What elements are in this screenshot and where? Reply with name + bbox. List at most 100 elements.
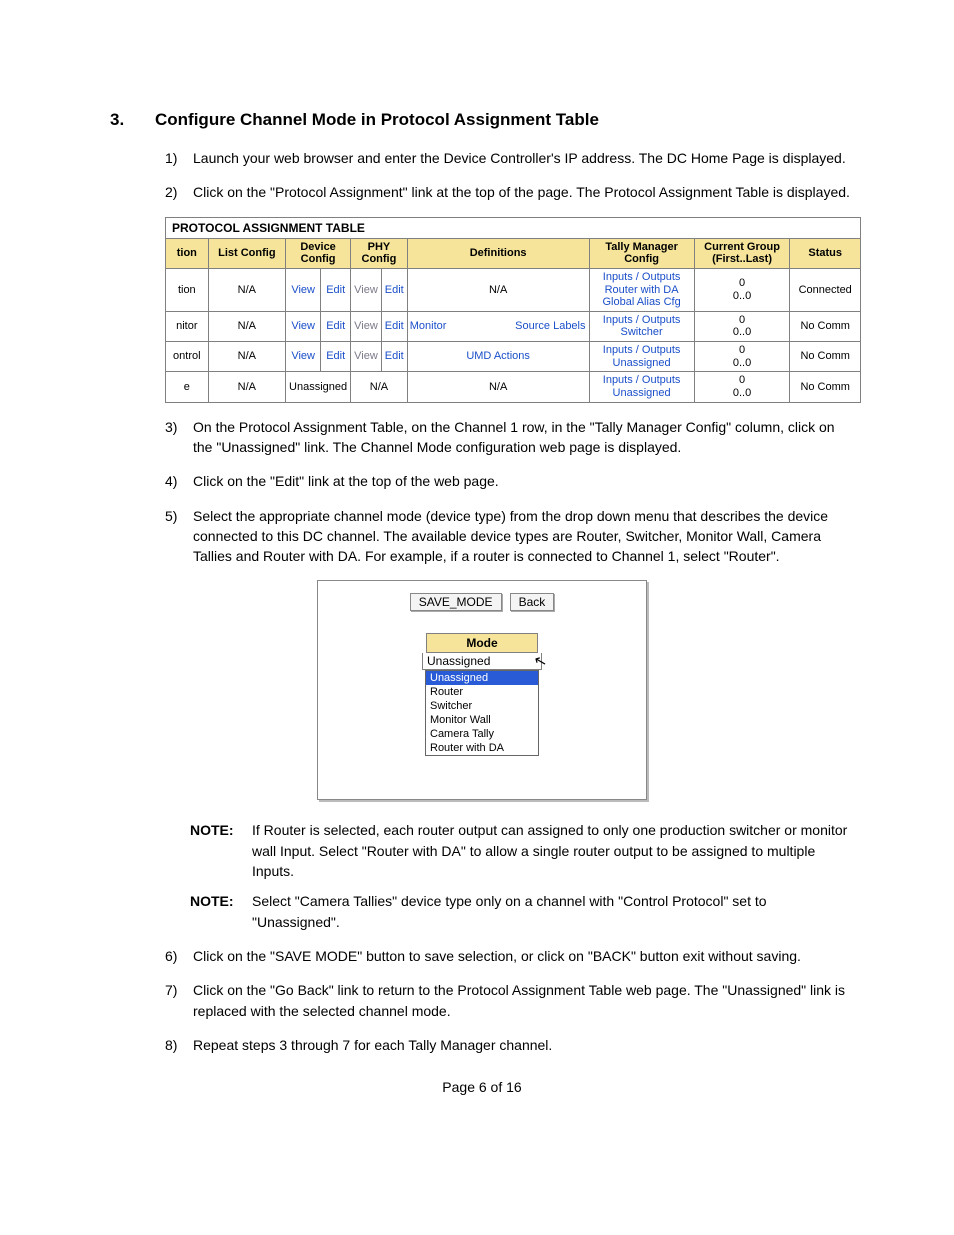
note: NOTE: If Router is selected, each router…	[190, 820, 854, 881]
pat-status-cell: No Comm	[790, 372, 861, 402]
step-4: 4)Click on the "Edit" link at the top of…	[165, 471, 854, 491]
pat-status-cell: Connected	[790, 268, 861, 311]
mode-option[interactable]: Unassigned	[426, 671, 538, 685]
mode-dropdown-list[interactable]: Unassigned Router Switcher Monitor Wall …	[425, 670, 539, 756]
step-6: 6)Click on the "SAVE MODE" button to sav…	[165, 946, 854, 966]
def-link[interactable]: Monitor	[410, 320, 447, 332]
pat-h-list: List Config	[208, 238, 285, 268]
save-mode-button[interactable]: SAVE_MODE	[410, 593, 502, 611]
tally-link[interactable]: Global Alias Cfg	[593, 296, 691, 309]
step-1: 1)Launch your web browser and enter the …	[165, 148, 854, 168]
pat-tally-cell: Inputs / Outputs Router with DA Global A…	[589, 268, 694, 311]
steps-list-cont: 3)On the Protocol Assignment Table, on t…	[165, 417, 854, 567]
pat-view-link[interactable]: View	[351, 311, 382, 341]
mode-config-screenshot: SAVE_MODE Back Mode Unassigned ↖ Unassig…	[317, 580, 647, 800]
note-text: If Router is selected, each router outpu…	[252, 820, 854, 881]
note-label: NOTE:	[190, 820, 252, 881]
steps-list: 1)Launch your web browser and enter the …	[165, 148, 854, 203]
step-8: 8)Repeat steps 3 through 7 for each Tall…	[165, 1035, 854, 1055]
pat-edit-link[interactable]: Edit	[381, 268, 407, 311]
pat-h-tally: Tally Manager Config	[589, 238, 694, 268]
note-label: NOTE:	[190, 891, 252, 932]
pat-h-phy: PHY Config	[351, 238, 408, 268]
tally-link[interactable]: Inputs / Outputs	[593, 314, 691, 327]
document-page: 3.Configure Channel Mode in Protocol Ass…	[0, 0, 954, 1135]
pat-status-cell: No Comm	[790, 311, 861, 341]
page-number: Page 6 of 16	[110, 1079, 854, 1095]
mode-select[interactable]: Unassigned ↖	[422, 653, 542, 670]
protocol-assignment-table-screenshot: PROTOCOL ASSIGNMENT TABLE tion List Conf…	[165, 217, 861, 403]
pat-h-group: Current Group (First..Last)	[694, 238, 790, 268]
step-2: 2)Click on the "Protocol Assignment" lin…	[165, 182, 854, 202]
pat-tally-cell: Inputs / Outputs Unassigned	[589, 372, 694, 402]
mode-option[interactable]: Router	[426, 685, 538, 699]
pat-view-link[interactable]: View	[351, 268, 382, 311]
pat-cell: N/A	[208, 268, 285, 311]
pat-tally-cell: Inputs / Outputs Unassigned	[589, 342, 694, 372]
back-button[interactable]: Back	[510, 593, 555, 611]
pat-h-def: Definitions	[407, 238, 589, 268]
step-5: 5)Select the appropriate channel mode (d…	[165, 506, 854, 567]
tally-link[interactable]: Unassigned	[593, 357, 691, 370]
pat-view-link[interactable]: View	[286, 342, 321, 372]
mode-option[interactable]: Monitor Wall	[426, 713, 538, 727]
pat-def-cell: Monitor Source Labels	[407, 311, 589, 341]
pat-h-status: Status	[790, 238, 861, 268]
pat-row: e N/A Unassigned N/A N/A Inputs / Output…	[166, 372, 861, 402]
pat-group-cell: 00..0	[694, 372, 790, 402]
pat-cell: N/A	[208, 342, 285, 372]
pat-cell: e	[166, 372, 209, 402]
pat-edit-link[interactable]: Edit	[381, 311, 407, 341]
pat-edit-link[interactable]: Edit	[321, 342, 351, 372]
pat-view-link[interactable]: View	[286, 311, 321, 341]
note: NOTE: Select "Camera Tallies" device typ…	[190, 891, 854, 932]
tally-link[interactable]: Inputs / Outputs	[593, 271, 691, 284]
pat-edit-link[interactable]: Edit	[321, 268, 351, 311]
notes-block: NOTE: If Router is selected, each router…	[190, 820, 854, 931]
pat-cell: ontrol	[166, 342, 209, 372]
pat-def-cell[interactable]: UMD Actions	[407, 342, 589, 372]
heading-number: 3.	[110, 110, 155, 130]
section-heading: 3.Configure Channel Mode in Protocol Ass…	[110, 110, 854, 130]
pat-edit-link[interactable]: Edit	[381, 342, 407, 372]
tally-link[interactable]: Inputs / Outputs	[593, 344, 691, 357]
pat-tally-cell: Inputs / Outputs Switcher	[589, 311, 694, 341]
pat-edit-link[interactable]: Edit	[321, 311, 351, 341]
tally-link[interactable]: Switcher	[593, 326, 691, 339]
pat-header-row: tion List Config Device Config PHY Confi…	[166, 238, 861, 268]
mode-button-row: SAVE_MODE Back	[332, 593, 632, 611]
pat-row: ontrol N/A View Edit View Edit UMD Actio…	[166, 342, 861, 372]
mode-option[interactable]: Router with DA	[426, 741, 538, 755]
pat-cell: N/A	[407, 268, 589, 311]
step-3: 3)On the Protocol Assignment Table, on t…	[165, 417, 854, 458]
pat-row: tion N/A View Edit View Edit N/A Inputs …	[166, 268, 861, 311]
tally-link[interactable]: Unassigned	[593, 387, 691, 400]
step-7: 7)Click on the "Go Back" link to return …	[165, 980, 854, 1021]
pat-view-link[interactable]: View	[351, 342, 382, 372]
pat-h-tion: tion	[166, 238, 209, 268]
tally-link[interactable]: Inputs / Outputs	[593, 374, 691, 387]
pat-cell: nitor	[166, 311, 209, 341]
heading-text: Configure Channel Mode in Protocol Assig…	[155, 110, 599, 129]
pat-cell: N/A	[351, 372, 408, 402]
pat-cell: N/A	[208, 311, 285, 341]
pat-group-cell: 00..0	[694, 268, 790, 311]
pat-cell: N/A	[407, 372, 589, 402]
mode-selected-value: Unassigned	[427, 654, 490, 668]
pat-cell: N/A	[208, 372, 285, 402]
pat-table: tion List Config Device Config PHY Confi…	[165, 238, 861, 403]
pat-row: nitor N/A View Edit View Edit Monitor So…	[166, 311, 861, 341]
pat-group-cell: 00..0	[694, 342, 790, 372]
pat-status-cell: No Comm	[790, 342, 861, 372]
def-link[interactable]: Source Labels	[515, 320, 585, 333]
mode-option[interactable]: Camera Tally	[426, 727, 538, 741]
pat-title: PROTOCOL ASSIGNMENT TABLE	[165, 217, 861, 238]
pat-cell: tion	[166, 268, 209, 311]
mode-option[interactable]: Switcher	[426, 699, 538, 713]
tally-link[interactable]: Router with DA	[593, 284, 691, 297]
pat-view-link[interactable]: View	[286, 268, 321, 311]
steps-list-cont2: 6)Click on the "SAVE MODE" button to sav…	[165, 946, 854, 1055]
pat-group-cell: 00..0	[694, 311, 790, 341]
pat-cell: Unassigned	[286, 372, 351, 402]
pat-h-device: Device Config	[286, 238, 351, 268]
